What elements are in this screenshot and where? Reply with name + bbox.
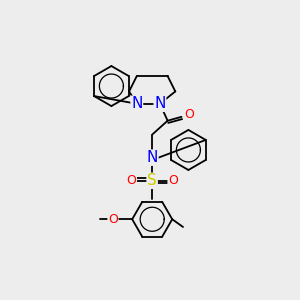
Text: N: N [146,150,158,165]
Text: O: O [184,108,194,121]
Text: N: N [154,96,166,111]
Text: O: O [127,174,136,187]
Text: O: O [108,213,118,226]
Text: N: N [131,96,142,111]
Text: O: O [168,174,178,187]
Text: S: S [147,173,157,188]
